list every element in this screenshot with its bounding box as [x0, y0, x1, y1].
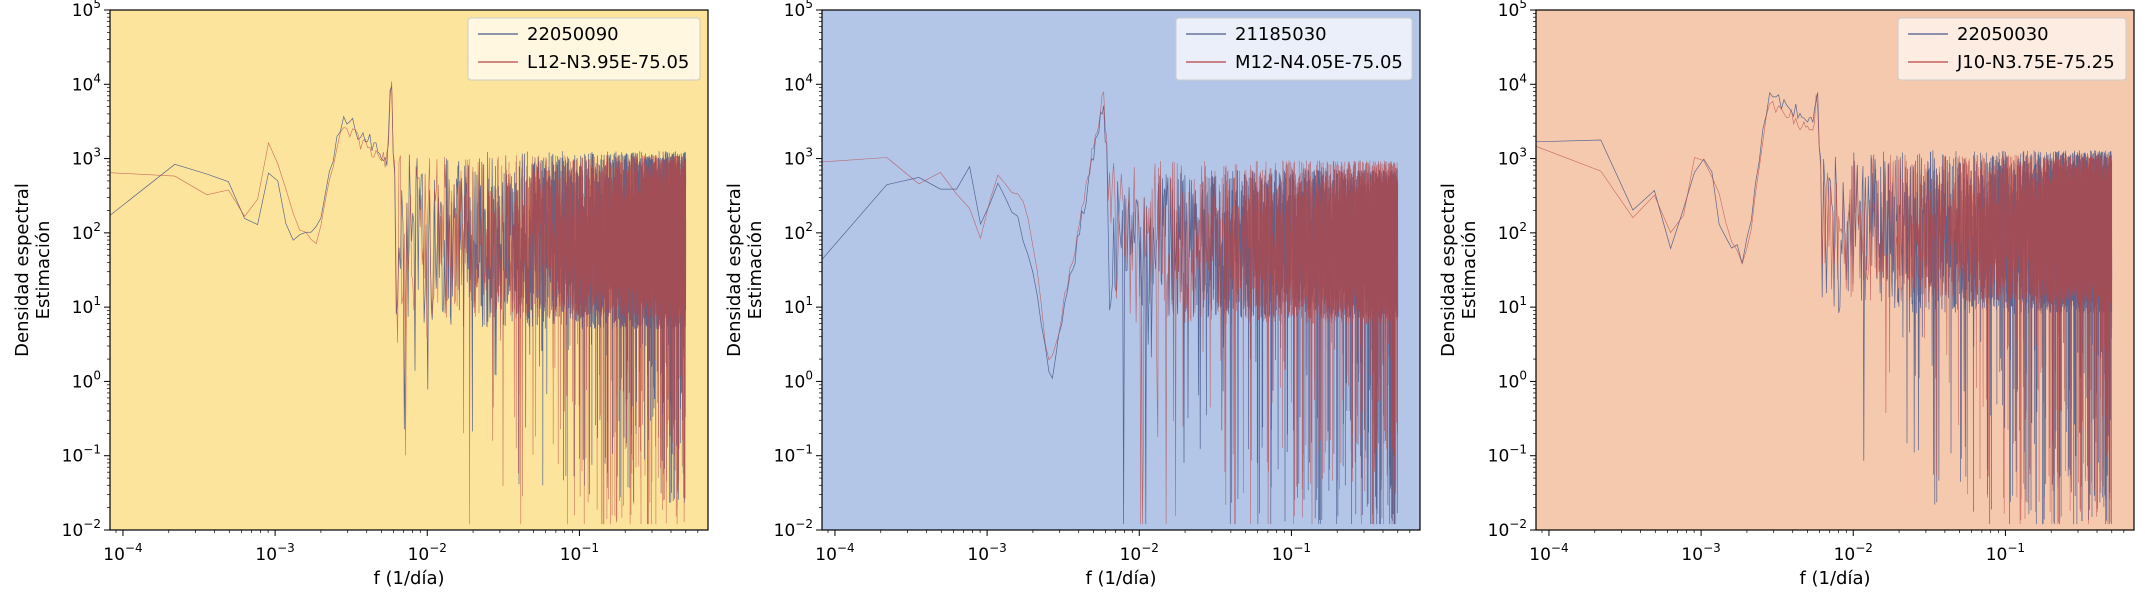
- panel-2-xtick-label: 10−1: [1272, 541, 1311, 565]
- panel-1-series-layer: [109, 81, 687, 525]
- panel-2-ytick-label: 104: [784, 71, 813, 95]
- panel-1-xtick-label: 10−3: [255, 541, 294, 565]
- panel-1-ytick-label: 100: [72, 368, 101, 392]
- panel-1-series-2-line: [109, 81, 687, 525]
- panel-3-xtick-label: 10−4: [1529, 541, 1568, 565]
- panel-2-legend-label-2: M12-N4.05E-75.05: [1235, 52, 1403, 73]
- panel-1-legend-label-2: L12-N3.95E-75.05: [527, 52, 689, 73]
- panel-2-series-layer: [821, 91, 1399, 525]
- panel-2-ytick-label: 10−2: [774, 517, 813, 541]
- panel-2-xtick-label: 10−2: [1120, 541, 1159, 565]
- panel-3-ytick-label: 10−1: [1488, 443, 1527, 467]
- panel-3-ytick-label: 104: [1498, 71, 1527, 95]
- panel-1-ticks-layer: 10−2 10−1 100 101 102 103 104 105 10−4 10−3 10−2 10…: [62, 0, 699, 565]
- panel-3-ylabel-line-1: Densidad espectral: [1438, 183, 1459, 357]
- panel-2-ytick-label: 100: [784, 368, 813, 392]
- panel-2-ytick-label: 102: [784, 220, 813, 244]
- panel-1-legend-box: [467, 17, 701, 81]
- panel-3-legend: 22050030 J10-N3.75E-75.25: [1897, 17, 2127, 81]
- panel-3-series-layer: [1535, 91, 2113, 525]
- panel-2-legend-label-1: 21185030: [1235, 24, 1327, 45]
- panel-1-legend: 22050090 L12-N3.95E-75.05: [467, 17, 701, 81]
- panel-2: 10−2 10−1 100 101 102 103 104 105 10−4 10−3 10−2 10…: [724, 0, 1421, 589]
- panel-1-xtick-label: 10−2: [408, 541, 447, 565]
- panel-3-xtick-label: 10−3: [1681, 541, 1720, 565]
- panel-3-ytick-label: 100: [1498, 368, 1527, 392]
- panel-1-xtick-label: 10−4: [103, 541, 142, 565]
- panel-2-legend-box: [1175, 17, 1413, 81]
- panel-2-ticks-layer: 10−2 10−1 100 101 102 103 104 105 10−4 10−3 10−2 10…: [774, 0, 1411, 565]
- panel-2-legend: 21185030 M12-N4.05E-75.05: [1175, 17, 1413, 81]
- panel-1-ylabel-line-2: Estimación: [33, 221, 54, 320]
- panel-3-xtick-label: 10−1: [1986, 541, 2025, 565]
- panel-3-ytick-label: 105: [1498, 0, 1527, 21]
- panel-3-ticks-layer: 10−2 10−1 100 101 102 103 104 105 10−4 10−3 10−2 10…: [1488, 0, 2125, 565]
- panel-1-ytick-label: 101: [72, 294, 101, 318]
- panel-2-ylabel-line-2: Estimación: [745, 221, 766, 320]
- panel-2-xtick-label: 10−4: [815, 541, 854, 565]
- panel-3-legend-box: [1897, 17, 2127, 81]
- panel-1-ytick-label: 10−1: [62, 443, 101, 467]
- panel-1-xlabel: f (1/día): [373, 568, 444, 589]
- panel-2-ytick-label: 103: [784, 146, 813, 170]
- panel-3-legend-label-1: 22050030: [1957, 24, 2049, 45]
- panel-3-frame: [1535, 9, 2135, 531]
- panel-2-ytick-label: 105: [784, 0, 813, 21]
- panel-1-xtick-label: 10−1: [560, 541, 599, 565]
- panel-3: 10−2 10−1 100 101 102 103 104 105 10−4 10−3 10−2 10…: [1438, 0, 2135, 589]
- panel-3-series-2-line: [1535, 94, 2113, 525]
- panel-3-ytick-label: 101: [1498, 294, 1527, 318]
- panel-3-ylabel-line-2: Estimación: [1459, 221, 1480, 320]
- panel-2-xlabel: f (1/día): [1085, 568, 1156, 589]
- panel-1-ytick-label: 103: [72, 146, 101, 170]
- panel-1-frame: [109, 9, 709, 531]
- panel-1-ytick-label: 10−2: [62, 517, 101, 541]
- panel-2-ytick-label: 10−1: [774, 443, 813, 467]
- panel-3-legend-label-2: J10-N3.75E-75.25: [1956, 52, 2115, 73]
- panel-3-ytick-label: 102: [1498, 220, 1527, 244]
- panel-2-frame: [821, 9, 1421, 531]
- panel-2-series-2-line: [821, 91, 1399, 525]
- panel-3-xtick-label: 10−2: [1834, 541, 1873, 565]
- panel-3-ytick-label: 10−2: [1488, 517, 1527, 541]
- panel-2-xtick-label: 10−3: [967, 541, 1006, 565]
- panel-1-ytick-label: 104: [72, 71, 101, 95]
- panel-2-ylabel-line-1: Densidad espectral: [724, 183, 745, 357]
- panel-1: 10−2 10−1 100 101 102 103 104 105 10−4 10−3 10−2 10…: [12, 0, 709, 589]
- panel-1-legend-label-1: 22050090: [527, 24, 619, 45]
- panel-1-ytick-label: 102: [72, 220, 101, 244]
- panel-3-ytick-label: 103: [1498, 146, 1527, 170]
- panel-3-xlabel: f (1/día): [1799, 568, 1870, 589]
- panel-2-ytick-label: 101: [784, 294, 813, 318]
- panel-1-ytick-label: 105: [72, 0, 101, 21]
- panel-1-ylabel-line-1: Densidad espectral: [12, 183, 33, 357]
